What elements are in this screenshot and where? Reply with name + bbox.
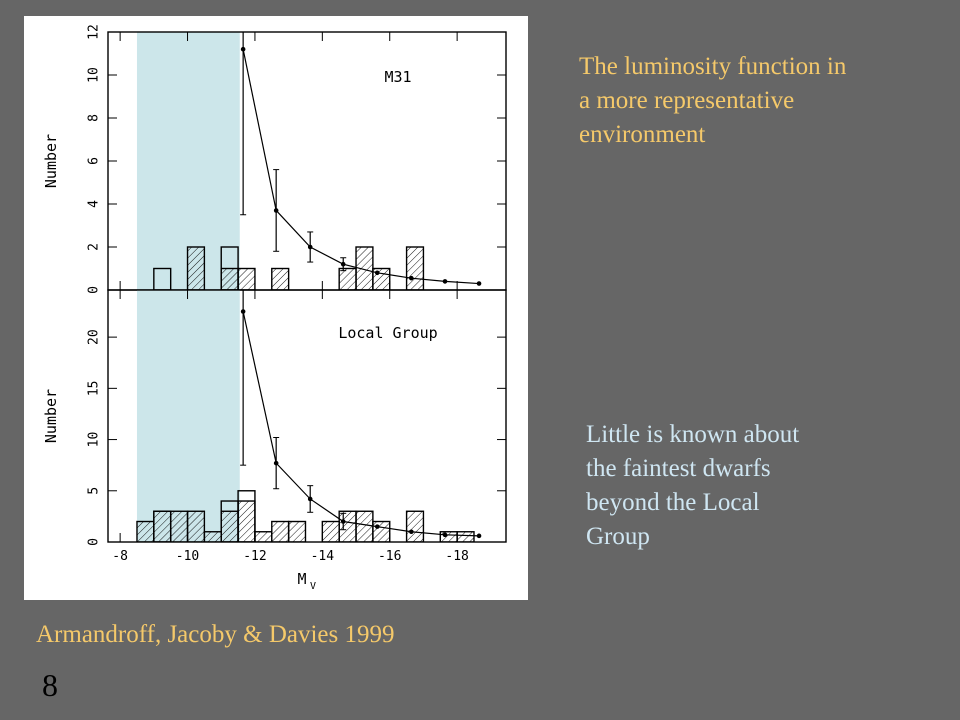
open-bar [237,490,256,542]
hatched-bar [439,531,458,542]
hatched-bar [237,267,256,290]
model-line [242,49,480,285]
slide-note: Little is known about the faintest dwarfs… [586,418,799,554]
hatched-bar [405,510,425,542]
model-point [409,529,414,535]
y-tick-label: 10 [87,432,102,448]
y-tick-label: 6 [87,157,102,165]
hatched-bar [254,531,273,542]
hatched-bar [405,246,425,290]
y-tick-label: 2 [87,243,102,251]
hatched-bar [338,267,357,290]
model-point [307,244,313,250]
y-tick-label: 12 [87,24,102,40]
hatched-bar [287,520,307,542]
hatched-bar [237,500,256,542]
hatched-bar [220,510,239,542]
x-tick-label: -14 [311,549,335,564]
x-tick-label: -18 [445,549,468,564]
hatched-bar [203,531,222,542]
hatched-bar [186,246,206,290]
y-axis-label: Number [42,389,60,443]
model-point [442,532,448,538]
hatched-bar [220,267,239,290]
y-tick-label: 5 [87,487,102,495]
title-line: The luminosity function in [579,53,847,80]
note-line: Group [586,523,650,550]
x-axis-label: M [297,570,306,588]
y-tick-label: 4 [87,200,102,208]
y-tick-label: 15 [87,381,102,397]
hatched-bar [456,531,475,542]
page-number: 8 [42,667,58,703]
model-point [273,460,279,466]
note-line: beyond the Local [586,489,760,516]
x-tick-label: -16 [378,549,401,564]
highlight-band [136,290,240,542]
y-tick-label: 0 [87,286,102,294]
hatched-bar [153,510,172,542]
model-point [374,524,380,529]
model-point [240,46,246,52]
model-line [242,311,480,537]
hatched-bar [372,520,391,542]
hatched-bar [271,267,290,290]
model-point [409,275,414,281]
panel-label: M31 [384,68,411,86]
hatched-bar [321,520,340,542]
model-point [476,533,482,539]
model-point [240,309,246,314]
title-line: environment [579,121,706,148]
x-tick-label: -10 [176,549,199,564]
slide-title: The luminosity function in a more represe… [579,50,846,152]
hatched-bar [136,520,155,542]
x-tick-label: -12 [243,549,266,564]
panel [136,32,482,290]
x-tick-label: -8 [112,549,128,564]
note-line: Little is known about [586,421,800,448]
open-bar [220,246,239,290]
open-bar [153,267,172,290]
y-tick-label: 0 [87,538,102,546]
figure: 0 2 4 6 8 10 12 Number M31 0 5 10 15 20 -8 -10 -12 -14 -16… [24,16,528,600]
model-point [476,281,482,286]
hatched-bar [271,520,290,542]
panel [136,290,482,542]
title-line: a more representative [579,87,795,114]
hatched-bar [355,510,374,542]
panel-label: Local Group [338,324,437,342]
note-line: the faintest dwarfs [586,455,771,482]
hatched-bar [169,510,189,542]
model-point [273,208,279,213]
y-axis-label: Number [42,134,60,188]
hatched-bar [338,510,357,542]
model-point [307,496,313,502]
model-point [340,261,346,267]
x-axis-label-subscript: V [310,581,316,592]
y-tick-label: 10 [87,67,102,83]
y-tick-label: 8 [87,114,102,122]
hatched-bar [186,510,206,542]
citation: Armandroff, Jacoby & Davies 1999 [36,621,395,648]
model-point [442,279,448,284]
y-tick-label: 20 [87,329,102,345]
plot-frame [107,289,507,543]
model-point [374,270,380,276]
model-point [340,519,346,524]
